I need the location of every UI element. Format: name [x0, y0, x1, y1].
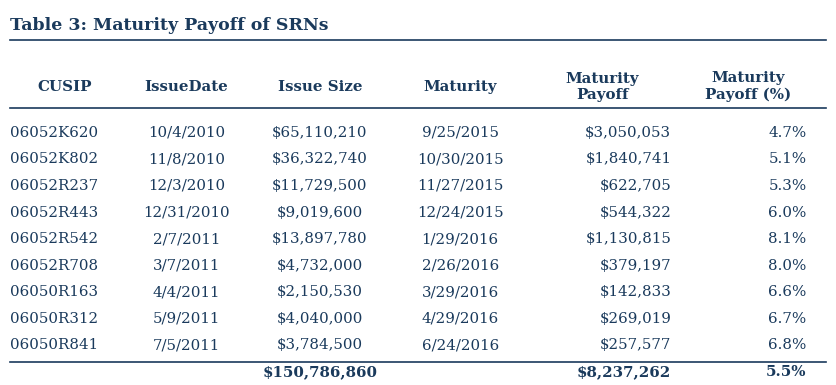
Text: $13,897,780: $13,897,780 [272, 232, 368, 246]
Text: 06052R542: 06052R542 [10, 232, 98, 246]
Text: $8,237,262: $8,237,262 [577, 365, 671, 379]
Text: $36,322,740: $36,322,740 [272, 152, 368, 166]
Text: $150,786,860: $150,786,860 [263, 365, 377, 379]
Text: $11,729,500: $11,729,500 [272, 179, 368, 193]
Text: 12/24/2015: 12/24/2015 [417, 206, 503, 219]
Text: Issue Size: Issue Size [278, 80, 362, 94]
Text: $544,322: $544,322 [599, 206, 671, 219]
Text: $257,577: $257,577 [600, 338, 671, 352]
Text: 8.0%: 8.0% [768, 259, 807, 273]
Text: 06052R708: 06052R708 [10, 259, 98, 273]
Text: 06052R237: 06052R237 [10, 179, 98, 193]
Text: $1,130,815: $1,130,815 [585, 232, 671, 246]
Text: CUSIP: CUSIP [37, 80, 92, 94]
Text: 3/29/2016: 3/29/2016 [421, 285, 499, 299]
Text: Maturity
Payoff (%): Maturity Payoff (%) [705, 71, 792, 102]
Text: 06050R841: 06050R841 [10, 338, 98, 352]
Text: 4/29/2016: 4/29/2016 [421, 312, 499, 326]
Text: 10/30/2015: 10/30/2015 [417, 152, 503, 166]
Text: 6/24/2016: 6/24/2016 [421, 338, 499, 352]
Text: 6.8%: 6.8% [768, 338, 807, 352]
Text: $3,050,053: $3,050,053 [585, 126, 671, 140]
Text: 5.1%: 5.1% [768, 152, 807, 166]
Text: $9,019,600: $9,019,600 [277, 206, 363, 219]
Text: $622,705: $622,705 [599, 179, 671, 193]
Text: 6.6%: 6.6% [768, 285, 807, 299]
Text: 4/4/2011: 4/4/2011 [153, 285, 220, 299]
Text: $269,019: $269,019 [599, 312, 671, 326]
Text: $379,197: $379,197 [599, 259, 671, 273]
Text: $65,110,210: $65,110,210 [272, 126, 368, 140]
Text: 1/29/2016: 1/29/2016 [421, 232, 499, 246]
Text: 10/4/2010: 10/4/2010 [148, 126, 225, 140]
Text: 7/5/2011: 7/5/2011 [153, 338, 220, 352]
Text: 6.7%: 6.7% [768, 312, 807, 326]
Text: 3/7/2011: 3/7/2011 [153, 259, 220, 273]
Text: 9/25/2015: 9/25/2015 [421, 126, 499, 140]
Text: $4,040,000: $4,040,000 [277, 312, 363, 326]
Text: 2/7/2011: 2/7/2011 [153, 232, 220, 246]
Text: 06050R312: 06050R312 [10, 312, 98, 326]
Text: Maturity
Payoff: Maturity Payoff [566, 72, 639, 102]
Text: 4.7%: 4.7% [768, 126, 807, 140]
Text: $4,732,000: $4,732,000 [277, 259, 363, 273]
Text: Table 3: Maturity Payoff of SRNs: Table 3: Maturity Payoff of SRNs [10, 17, 329, 34]
Text: 2/26/2016: 2/26/2016 [421, 259, 499, 273]
Text: 12/31/2010: 12/31/2010 [143, 206, 230, 219]
Text: 5.3%: 5.3% [768, 179, 807, 193]
Text: 6.0%: 6.0% [768, 206, 807, 219]
Text: 06050R163: 06050R163 [10, 285, 98, 299]
Text: 5.5%: 5.5% [767, 365, 807, 379]
Text: $1,840,741: $1,840,741 [585, 152, 671, 166]
Text: $2,150,530: $2,150,530 [277, 285, 363, 299]
Text: IssueDate: IssueDate [145, 80, 228, 94]
Text: 06052R443: 06052R443 [10, 206, 99, 219]
Text: $142,833: $142,833 [599, 285, 671, 299]
Text: 11/27/2015: 11/27/2015 [417, 179, 503, 193]
Text: 8.1%: 8.1% [768, 232, 807, 246]
Text: Maturity: Maturity [424, 80, 497, 94]
Text: 06052K620: 06052K620 [10, 126, 98, 140]
Text: 5/9/2011: 5/9/2011 [153, 312, 220, 326]
Text: 12/3/2010: 12/3/2010 [148, 179, 225, 193]
Text: 11/8/2010: 11/8/2010 [148, 152, 225, 166]
Text: $3,784,500: $3,784,500 [277, 338, 363, 352]
Text: 06052K802: 06052K802 [10, 152, 98, 166]
